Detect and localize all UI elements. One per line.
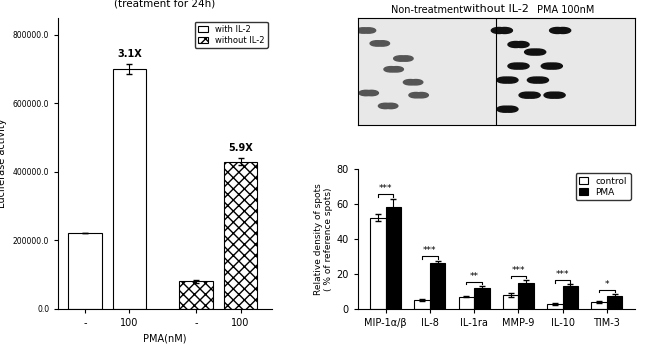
Circle shape xyxy=(394,56,408,61)
Circle shape xyxy=(519,92,535,98)
Text: ***: *** xyxy=(423,246,437,256)
Circle shape xyxy=(362,28,376,33)
Circle shape xyxy=(550,27,565,33)
Circle shape xyxy=(508,41,524,47)
Circle shape xyxy=(525,49,540,55)
Bar xyxy=(518,283,534,309)
Circle shape xyxy=(404,80,417,85)
Bar xyxy=(592,302,607,309)
Circle shape xyxy=(359,90,373,96)
Circle shape xyxy=(544,92,560,98)
Circle shape xyxy=(409,92,422,98)
Bar xyxy=(415,300,430,309)
Circle shape xyxy=(409,80,422,85)
Text: ***: *** xyxy=(379,184,393,193)
Bar xyxy=(607,296,623,309)
Circle shape xyxy=(365,90,378,96)
Bar xyxy=(430,263,445,309)
Bar xyxy=(224,161,257,309)
Circle shape xyxy=(555,27,571,33)
Circle shape xyxy=(356,28,370,33)
Circle shape xyxy=(550,92,565,98)
Bar xyxy=(474,288,490,309)
Circle shape xyxy=(378,103,392,109)
Circle shape xyxy=(541,63,557,69)
Circle shape xyxy=(497,77,513,83)
Title: without IL-2: without IL-2 xyxy=(463,4,529,14)
Bar xyxy=(68,233,102,309)
Circle shape xyxy=(513,41,529,47)
Circle shape xyxy=(491,27,507,33)
Circle shape xyxy=(513,63,529,69)
Y-axis label: Luciferase activity: Luciferase activity xyxy=(0,119,7,208)
Legend: with IL-2, without IL-2: with IL-2, without IL-2 xyxy=(194,22,268,48)
Bar xyxy=(459,297,474,309)
Text: Non-treatment: Non-treatment xyxy=(391,5,463,15)
Legend: control, PMA: control, PMA xyxy=(575,173,631,200)
Bar xyxy=(386,207,401,309)
Circle shape xyxy=(502,106,518,112)
Bar xyxy=(179,282,213,309)
Circle shape xyxy=(389,67,404,72)
Circle shape xyxy=(497,106,513,112)
Circle shape xyxy=(384,103,398,109)
Text: PMA 100nM: PMA 100nM xyxy=(537,5,594,15)
Bar xyxy=(547,304,562,309)
Circle shape xyxy=(415,92,428,98)
Bar xyxy=(370,218,386,309)
Circle shape xyxy=(530,49,546,55)
Circle shape xyxy=(384,67,398,72)
Circle shape xyxy=(533,77,548,83)
X-axis label: PMA(nM): PMA(nM) xyxy=(143,333,187,344)
Text: ***: *** xyxy=(512,266,525,275)
Circle shape xyxy=(399,56,413,61)
Circle shape xyxy=(497,27,513,33)
Bar xyxy=(113,69,146,309)
Bar xyxy=(503,295,518,309)
Text: 5.9X: 5.9X xyxy=(228,143,253,153)
Circle shape xyxy=(370,41,384,46)
Circle shape xyxy=(502,77,518,83)
Title: pGF1-ISRE-NK
(treatment for 24h): pGF1-ISRE-NK (treatment for 24h) xyxy=(115,0,216,8)
Y-axis label: Relative density of spots
( % of reference spots): Relative density of spots ( % of referen… xyxy=(314,183,334,295)
Text: ***: *** xyxy=(556,270,570,279)
Bar xyxy=(562,286,578,309)
Circle shape xyxy=(527,77,543,83)
Text: **: ** xyxy=(470,272,479,281)
Circle shape xyxy=(508,63,524,69)
Circle shape xyxy=(547,63,562,69)
Circle shape xyxy=(376,41,389,46)
Circle shape xyxy=(525,92,540,98)
Text: *: * xyxy=(605,280,609,289)
Text: 3.1X: 3.1X xyxy=(117,49,142,59)
